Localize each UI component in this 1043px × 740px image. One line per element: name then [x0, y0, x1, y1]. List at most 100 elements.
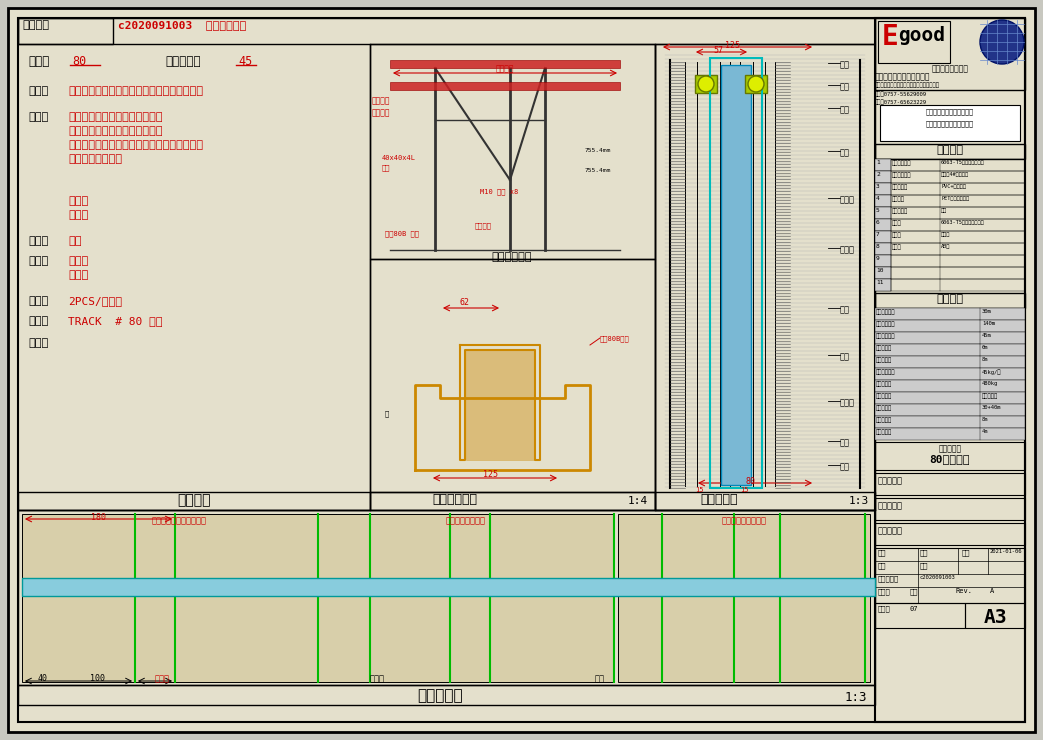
Text: 6063-T5铝型材阳极处理: 6063-T5铝型材阳极处理: [941, 220, 985, 225]
Text: 审核: 审核: [920, 549, 928, 556]
Text: 密封：: 密封：: [28, 112, 48, 122]
Bar: [390, 60, 620, 68]
Text: 走水平品件：: 走水平品件：: [892, 172, 912, 178]
Text: Rev.: Rev.: [955, 588, 972, 594]
Bar: [875, 243, 891, 255]
Text: 橡皮: 橡皮: [941, 208, 947, 213]
Text: 180: 180: [91, 513, 105, 522]
Text: 底轨: 底轨: [840, 462, 850, 471]
Text: 125: 125: [726, 41, 741, 50]
Text: 100: 100: [90, 674, 105, 683]
Bar: [466, 350, 534, 460]
Bar: [18, 18, 875, 44]
Bar: [875, 473, 1025, 495]
Text: 骨料: 骨料: [840, 352, 850, 361]
Text: 批准: 批准: [920, 562, 928, 568]
Bar: [18, 492, 370, 510]
Text: 3: 3: [876, 184, 879, 189]
Text: 主架: 主架: [840, 148, 850, 157]
Bar: [695, 75, 717, 93]
Text: 8: 8: [876, 244, 879, 249]
Text: 57: 57: [713, 46, 723, 55]
Bar: [875, 231, 891, 243]
Text: 隔音性能力：: 隔音性能力：: [876, 309, 896, 314]
Text: 7: 7: [876, 232, 879, 237]
Bar: [875, 320, 1025, 332]
Text: 得擅自复制和争议判内容！: 得擅自复制和争议判内容！: [926, 120, 974, 127]
Bar: [875, 416, 1025, 428]
Text: 制图: 制图: [878, 549, 887, 556]
Text: 图纸编号：: 图纸编号：: [878, 575, 899, 582]
Text: PET隔声吸音棉棉: PET隔声吸音棉棉: [941, 196, 969, 201]
Text: 客户确认：: 客户确认：: [878, 526, 903, 535]
Bar: [875, 207, 891, 219]
Bar: [721, 65, 751, 485]
Text: 比例：: 比例：: [878, 588, 891, 595]
Text: 隔断屏风: 隔断屏风: [495, 64, 514, 73]
Bar: [880, 105, 1020, 141]
Text: 油漆：: 油漆：: [892, 220, 902, 226]
Bar: [875, 442, 1025, 470]
Bar: [875, 344, 1025, 356]
Bar: [875, 183, 891, 195]
Text: 膨胀式安装: 膨胀式安装: [983, 393, 998, 399]
Bar: [875, 279, 1025, 291]
Text: 电枢: 电枢: [840, 105, 850, 114]
Text: 80型单片式: 80型单片式: [929, 454, 970, 464]
Text: 厚: 厚: [385, 410, 389, 417]
Text: 材质说明: 材质说明: [937, 145, 964, 155]
Text: 45kg/片: 45kg/片: [983, 369, 1001, 374]
Text: M10 螺帽 x8: M10 螺帽 x8: [480, 188, 518, 195]
Text: 胶选处理：: 胶选处理：: [892, 208, 908, 214]
Text: 估计重量：: 估计重量：: [876, 357, 892, 363]
Text: 上副料: 上副料: [840, 195, 855, 204]
Bar: [875, 144, 1025, 159]
Bar: [875, 219, 891, 231]
Text: AB胶: AB胶: [941, 244, 950, 249]
Text: 独占一固隔断屏风: 独占一固隔断屏风: [931, 64, 969, 73]
Text: 驻边装饰固定节点图: 驻边装饰固定节点图: [722, 516, 767, 525]
Text: 顶部支撑，全方向移动，手动操作，隔断屏风: 顶部支撑，全方向移动，手动操作，隔断屏风: [68, 86, 203, 96]
Bar: [875, 159, 891, 171]
Text: 並开架码: 並开架码: [475, 222, 492, 229]
Text: 息木活: 息木活: [370, 674, 385, 683]
Text: 可滑动面积：: 可滑动面积：: [876, 321, 896, 326]
Text: 钢结构安装图: 钢结构安装图: [491, 252, 532, 262]
Text: PVC+橡胶乙烯: PVC+橡胶乙烯: [941, 184, 966, 189]
Text: 45: 45: [238, 55, 252, 68]
Text: 修改: 修改: [878, 562, 887, 568]
Text: 30+40m: 30+40m: [983, 405, 1001, 410]
Text: 地址：佛山顺德区勒流街道工业区二路第二号: 地址：佛山顺德区勒流街道工业区二路第二号: [875, 82, 940, 87]
Text: 防布料: 防布料: [941, 232, 950, 237]
Circle shape: [980, 20, 1024, 64]
Text: 垂直截面图: 垂直截面图: [700, 493, 737, 506]
Text: 80: 80: [72, 55, 87, 68]
Text: 高品，4#号镀锌钢: 高品，4#号镀锌钢: [941, 172, 969, 177]
Bar: [370, 259, 655, 492]
Text: 140m: 140m: [983, 321, 995, 326]
Bar: [875, 308, 1025, 320]
Bar: [875, 195, 1025, 207]
Text: 10: 10: [876, 268, 883, 273]
Bar: [875, 356, 1025, 368]
Text: 顶部：手动机动撑和密封胶条。: 顶部：手动机动撑和密封胶条。: [68, 112, 163, 122]
Text: 隔音棉：: 隔音棉：: [892, 196, 905, 201]
Text: A3: A3: [984, 608, 1006, 627]
Bar: [875, 267, 891, 279]
Bar: [875, 171, 1025, 183]
Text: 15: 15: [739, 487, 749, 493]
Text: 有效高度：: 有效高度：: [876, 345, 892, 351]
Bar: [875, 428, 1025, 440]
Text: 6: 6: [876, 220, 879, 225]
Text: A: A: [990, 588, 994, 594]
Text: 超声厚度：: 超声厚度：: [876, 417, 892, 423]
Text: 装饰: 装饰: [840, 438, 850, 447]
Text: 地标荷载：: 地标荷载：: [876, 381, 892, 386]
Text: 凤轮: 凤轮: [840, 82, 850, 91]
Text: 电话：0757-55629009: 电话：0757-55629009: [875, 91, 927, 97]
Text: 角铁单轨: 角铁单轨: [372, 108, 390, 117]
Text: 伸缩框: 伸缩框: [155, 674, 170, 683]
Text: 125: 125: [483, 470, 498, 479]
Text: 下副料: 下副料: [840, 398, 855, 407]
Text: 管接钢结构节点图: 管接钢结构节点图: [446, 516, 486, 525]
